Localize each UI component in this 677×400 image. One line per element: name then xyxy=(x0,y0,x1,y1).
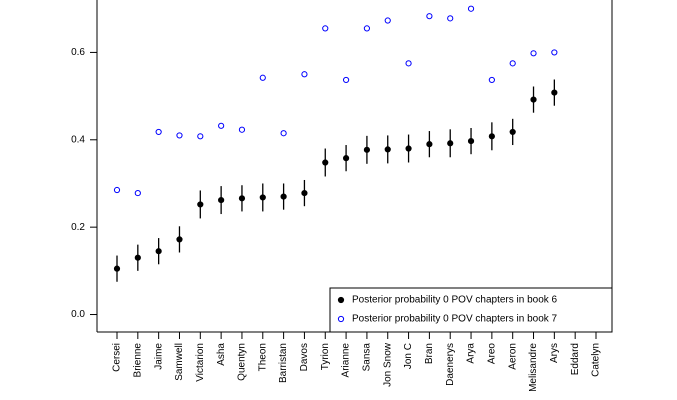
point xyxy=(197,133,204,140)
point xyxy=(197,201,204,208)
point xyxy=(426,13,433,20)
point xyxy=(426,141,433,148)
x-tick-label: Asha xyxy=(216,343,227,366)
x-tick-label: Jon C xyxy=(403,343,414,369)
point xyxy=(176,132,183,139)
point xyxy=(259,74,266,81)
x-tick-label: Victarion xyxy=(195,343,206,382)
point xyxy=(134,254,141,261)
x-tick-label: Davos xyxy=(299,343,310,371)
x-tick-label: Barristan xyxy=(278,343,289,383)
y-tick-label: 0.0 xyxy=(71,309,85,320)
x-tick-label: Theon xyxy=(257,343,268,371)
point xyxy=(113,265,121,272)
point xyxy=(488,133,495,140)
x-tick-label: Sansa xyxy=(362,343,373,372)
legend-box xyxy=(329,287,613,333)
point xyxy=(384,146,391,153)
point xyxy=(259,194,266,201)
point xyxy=(342,76,350,84)
point xyxy=(530,96,537,103)
point xyxy=(447,15,454,22)
y-tick-label: 0.2 xyxy=(71,222,85,233)
point xyxy=(322,159,329,166)
legend-label: Posterior probability 0 POV chapters in … xyxy=(352,314,558,325)
point xyxy=(467,5,475,12)
x-tick-label: Arianne xyxy=(341,343,352,378)
point xyxy=(405,145,412,152)
x-tick-label: Areo xyxy=(487,343,498,365)
x-tick-label: Arys xyxy=(549,343,560,363)
x-tick-label: Brienne xyxy=(132,343,143,378)
point xyxy=(551,49,558,56)
point xyxy=(280,193,287,200)
x-tick-label: Jaime xyxy=(153,343,164,370)
x-tick-label: Bran xyxy=(424,343,435,364)
point xyxy=(322,25,329,32)
y-tick-label: 0.6 xyxy=(71,47,85,58)
x-tick-label: Quentyn xyxy=(237,343,248,381)
point xyxy=(342,155,350,162)
legend: Posterior probability 0 POV chapters in … xyxy=(329,287,613,333)
point xyxy=(551,89,558,96)
point xyxy=(301,71,308,78)
point xyxy=(238,195,246,202)
plot-frame xyxy=(96,0,613,333)
x-tick-label: Daenerys xyxy=(445,343,456,386)
point xyxy=(113,186,121,194)
x-tick-label: Eddard xyxy=(570,343,581,375)
point xyxy=(530,50,537,57)
y-tick-label: 0.4 xyxy=(71,134,85,145)
x-tick-label: Arya xyxy=(466,343,477,364)
legend-label: Posterior probability 0 POV chapters in … xyxy=(352,295,558,306)
point xyxy=(155,128,162,136)
point xyxy=(218,196,225,204)
x-tick-label: Catelyn xyxy=(591,343,602,377)
point xyxy=(384,17,391,24)
point xyxy=(155,248,162,255)
point xyxy=(488,76,495,84)
x-tick-label: Aeron xyxy=(507,343,518,370)
x-tick-label: Samwell xyxy=(174,343,185,381)
point xyxy=(363,25,371,32)
legend-marker xyxy=(337,296,345,304)
point xyxy=(467,138,475,145)
point xyxy=(447,140,454,147)
point xyxy=(509,60,516,67)
point xyxy=(405,60,412,67)
x-tick-label: Jon Snow xyxy=(382,342,393,387)
legend-marker xyxy=(337,315,345,323)
point xyxy=(363,146,371,153)
point xyxy=(509,128,516,136)
point xyxy=(280,130,287,137)
point xyxy=(238,126,246,133)
point xyxy=(134,189,141,197)
x-tick-label: Cersei xyxy=(112,343,123,372)
point xyxy=(301,189,308,197)
point xyxy=(218,122,225,129)
x-tick-label: Tyrion xyxy=(320,343,331,370)
x-tick-label: Melisandre xyxy=(528,343,539,392)
point xyxy=(176,236,183,243)
